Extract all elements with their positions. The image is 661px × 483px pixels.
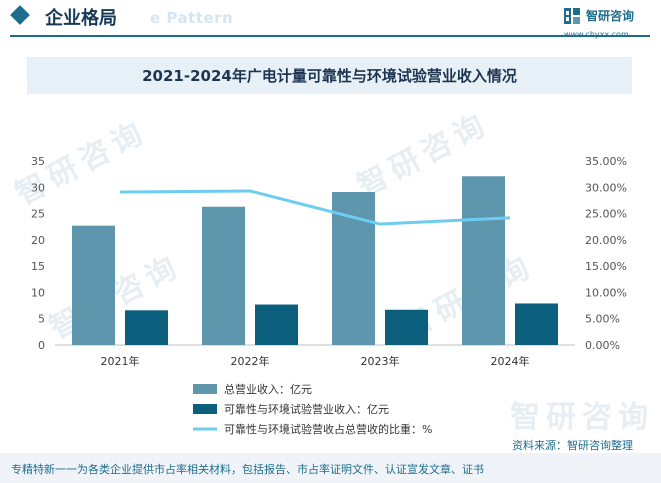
bar-series-2 [385,309,428,345]
chart-title: 2021-2024年广电计量可靠性与环境试验营业收入情况 [142,67,517,85]
section-subtitle-ghost: e Pattern [150,9,234,27]
y-left-tick-label: 25 [31,208,45,221]
y-right-tick-label: 25.00% [585,208,627,221]
y-right-tick-label: 5.00% [585,313,620,326]
y-left-tick-label: 10 [31,286,45,299]
watermark: 智研咨询 [510,400,654,435]
legend-swatch-1 [193,384,217,394]
y-right-tick-label: 20.00% [585,234,627,247]
y-right-tick-label: 30.00% [585,181,627,194]
x-tick-label: 2024年 [491,354,530,368]
brand-name: 智研咨询 [586,9,635,23]
y-right-tick-label: 10.00% [585,286,627,299]
bar-series-1 [72,225,115,345]
line-series-3 [119,189,511,226]
chart-title-bar: 2021-2024年广电计量可靠性与环境试验营业收入情况 [27,57,632,94]
bar-series-2 [125,310,168,345]
x-tick-label: 2023年 [361,354,400,368]
legend-label-3: 可靠性与环境试验营收占总营收的比重：% [224,422,432,436]
section-title: 企业格局 [45,8,117,29]
header-divider [10,35,650,37]
legend-label-2: 可靠性与环境试验营业收入：亿元 [224,402,389,416]
brand-logo-icon [564,8,580,24]
bar-series-2 [255,304,298,345]
footer-text: 专精特新一一为各类企业提供市占率相关材料，包括报告、市占率证明文件、认证宣发文章… [11,463,484,476]
page-header: 企业格局 e Pattern 智研咨询 www.chyxx.com [0,0,661,40]
bar-series-1 [202,206,245,345]
y-left-tick-label: 30 [31,181,45,194]
brand-block: 智研咨询 www.chyxx.com [564,6,654,39]
x-tick-label: 2021年 [101,354,140,368]
bar-series-2 [515,303,558,345]
legend-label-1: 总营业收入：亿元 [224,382,312,396]
y-left-tick-label: 20 [31,234,45,247]
source-note: 资料来源：智研咨询整理 [512,439,633,452]
bar-series-1 [462,176,505,345]
y-left-tick-label: 0 [38,339,45,352]
y-left-tick-label: 15 [31,260,45,273]
footer-bar: 专精特新一一为各类企业提供市占率相关材料，包括报告、市占率证明文件、认证宣发文章… [0,453,661,483]
y-right-tick-label: 35.00% [585,155,627,168]
y-left-tick-label: 35 [31,155,45,168]
legend-swatch-2 [193,404,217,414]
y-right-tick-label: 0.00% [585,339,620,352]
y-right-tick-label: 15.00% [585,260,627,273]
x-tick-label: 2022年 [231,354,270,368]
y-left-tick-label: 5 [38,313,45,326]
brand-url: www.chyxx.com [564,30,629,39]
